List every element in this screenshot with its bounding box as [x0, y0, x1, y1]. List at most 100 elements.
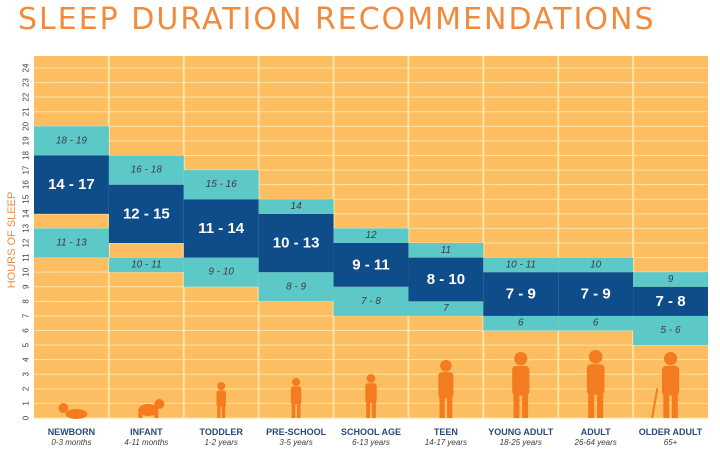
crawling-baby-icon [138, 399, 165, 418]
may-be-appropriate-bar [333, 228, 409, 243]
older-adult-silhouette-icon [651, 352, 680, 419]
category-age-label: 14-17 years [425, 438, 467, 447]
y-tick-label: 24 [22, 63, 31, 72]
y-tick-label: 16 [22, 180, 31, 189]
y-tick-label: 3 [22, 371, 31, 376]
y-tick-label: 9 [22, 284, 31, 289]
y-axis-label: HOURS OF SLEEP [6, 192, 18, 289]
may-be-appropriate-bar [408, 243, 484, 258]
recommended-range-bar [258, 213, 334, 273]
y-tick-label: 20 [22, 121, 31, 130]
may-be-appropriate-label: 10 - 11 [131, 259, 161, 270]
recommended-range-bar [633, 286, 708, 316]
may-be-appropriate-bar [408, 301, 484, 316]
may-be-appropriate-label: 9 - 10 [208, 267, 234, 278]
may-be-appropriate-label: 11 - 13 [56, 238, 87, 249]
recommended-range-bar [333, 243, 409, 287]
may-be-appropriate-label: 7 - 8 [361, 296, 381, 307]
may-be-appropriate-bar [258, 272, 334, 302]
y-tick-label: 11 [22, 253, 31, 262]
may-be-appropriate-label: 7 [443, 303, 449, 314]
may-be-appropriate-bar [558, 315, 634, 331]
y-tick-label: 12 [22, 238, 31, 247]
y-tick-label: 23 [22, 78, 31, 87]
category-age-label: 6-13 years [352, 438, 390, 447]
chart-title: SLEEP DURATION RECOMMENDATIONS [18, 2, 656, 37]
y-tick-label: 15 [22, 194, 31, 203]
child-silhouette-icon [365, 374, 377, 418]
may-be-appropriate-bar [183, 170, 259, 200]
category-label: TODDLER [200, 427, 244, 437]
adult-silhouette-icon [586, 350, 605, 418]
may-be-appropriate-bar [34, 228, 109, 258]
preschooler-silhouette-icon [290, 378, 302, 418]
young-adult-silhouette-icon [512, 352, 530, 418]
recommended-range-label: 7 - 9 [581, 286, 611, 303]
recommended-range-label: 7 - 9 [506, 286, 536, 303]
may-be-appropriate-label: 6 [518, 318, 524, 329]
may-be-appropriate-bar [633, 315, 708, 346]
y-tick-label: 14 [22, 209, 31, 218]
may-be-appropriate-bar [108, 155, 184, 185]
may-be-appropriate-bar [558, 257, 634, 273]
recommended-range-bar [408, 257, 484, 302]
category-age-label: 18-25 years [500, 438, 542, 447]
y-tick-label: 19 [22, 136, 31, 145]
category-label: TEEN [434, 427, 458, 437]
y-tick-label: 7 [22, 313, 31, 318]
category-age-label: 4-11 months [124, 438, 168, 447]
recommended-range-bar [34, 155, 109, 214]
recommended-range-bar [108, 184, 184, 243]
toddler-silhouette-icon [216, 382, 226, 418]
recommended-range-label: 7 - 8 [656, 293, 686, 310]
category-age-label: 0-3 months [51, 438, 91, 447]
recommended-range-label: 11 - 14 [198, 220, 245, 237]
may-be-appropriate-label: 15 - 16 [206, 179, 238, 190]
infant-silhouette-icon [58, 403, 88, 419]
may-be-appropriate-label: 5 - 6 [661, 325, 681, 336]
may-be-appropriate-bar [183, 257, 259, 287]
y-tick-label: 5 [22, 342, 31, 347]
recommended-range-label: 12 - 15 [123, 205, 170, 222]
category-age-label: 26-64 years [574, 438, 617, 447]
y-tick-label: 10 [22, 267, 31, 276]
may-be-appropriate-label: 12 [365, 230, 377, 241]
may-be-appropriate-label: 9 [668, 274, 674, 285]
recommended-range-bar [558, 272, 634, 316]
recommended-range-label: 14 - 17 [48, 176, 95, 193]
recommended-range-bar [183, 199, 259, 258]
y-tick-label: 13 [22, 223, 31, 232]
y-tick-label: 4 [22, 357, 31, 362]
category-label: OLDER ADULT [639, 427, 703, 437]
may-be-appropriate-label: 6 [593, 318, 599, 329]
category-age-label: 3-5 years [279, 438, 312, 447]
y-tick-label: 6 [22, 328, 31, 333]
y-tick-label: 22 [22, 92, 31, 101]
y-tick-label: 21 [22, 107, 31, 116]
recommended-range-label: 10 - 13 [273, 235, 320, 252]
may-be-appropriate-label: 16 - 18 [131, 165, 163, 176]
may-be-appropriate-label: 10 [590, 259, 602, 270]
y-tick-label: 8 [22, 299, 31, 304]
may-be-appropriate-label: 10 - 11 [506, 259, 536, 270]
category-age-label: 1-2 years [205, 438, 238, 447]
category-label: ADULT [581, 427, 611, 437]
y-tick-label: 17 [22, 165, 31, 174]
may-be-appropriate-bar [333, 286, 409, 316]
may-be-appropriate-bar [483, 257, 559, 273]
category-label: NEWBORN [48, 427, 96, 437]
may-be-appropriate-bar [483, 315, 559, 331]
category-label: SCHOOL AGE [341, 427, 401, 437]
may-be-appropriate-bar [633, 272, 708, 287]
recommended-range-label: 8 - 10 [427, 271, 465, 288]
category-label: YOUNG ADULT [488, 427, 553, 437]
category-label: INFANT [130, 427, 163, 437]
teen-silhouette-icon [438, 360, 454, 418]
category-label: PRE-SCHOOL [266, 427, 327, 437]
category-age-label: 65+ [664, 438, 678, 447]
may-be-appropriate-label: 8 - 9 [286, 281, 306, 292]
may-be-appropriate-label: 18 - 19 [56, 135, 88, 146]
recommended-range-bar [483, 272, 559, 316]
